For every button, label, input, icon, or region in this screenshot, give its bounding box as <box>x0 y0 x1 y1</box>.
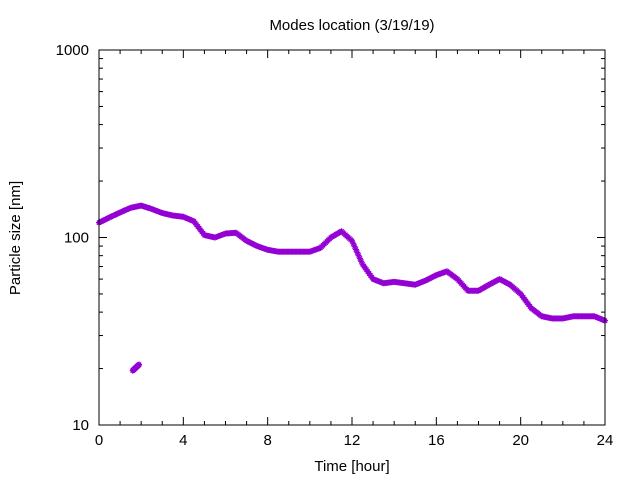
x-tick-label: 4 <box>179 432 187 449</box>
x-tick-label: 8 <box>263 432 271 449</box>
plot-frame <box>98 49 606 426</box>
x-tick-label: 24 <box>597 432 614 449</box>
data-markers <box>96 202 608 374</box>
data-point <box>136 361 143 368</box>
x-tick-label: 20 <box>512 432 529 449</box>
x-tick-labels: 0 4 8 12 16 20 24 <box>95 432 614 449</box>
x-tick-label: 16 <box>428 432 445 449</box>
x-tick-label: 12 <box>344 432 361 449</box>
y-axis-label: Particle size [nm] <box>7 181 24 295</box>
x-axis-label: Time [hour] <box>314 458 389 475</box>
chart-title: Modes location (3/19/19) <box>269 17 434 34</box>
y-tick-label: 1000 <box>56 42 89 59</box>
data-point <box>349 237 355 244</box>
y-tick-label: 100 <box>64 230 89 247</box>
y-tick-labels: 10 100 1000 <box>56 42 89 434</box>
x-tick-label: 0 <box>95 432 103 449</box>
y-tick-label: 10 <box>72 417 89 434</box>
